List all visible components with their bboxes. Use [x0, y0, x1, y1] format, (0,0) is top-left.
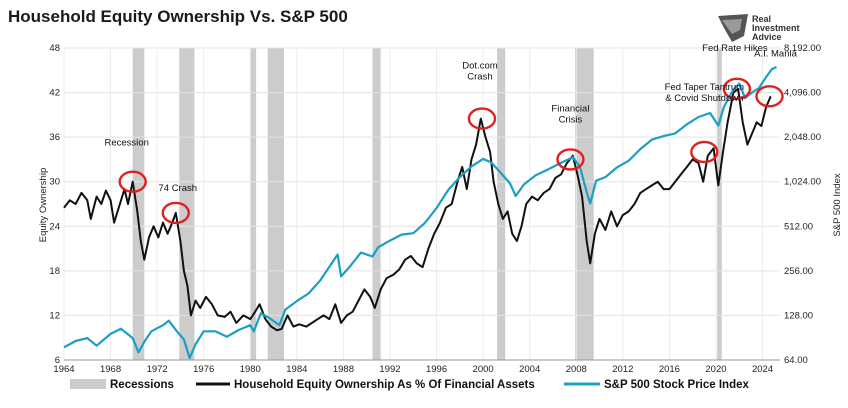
highlight-circle [118, 170, 147, 193]
x-tick-label: 2004 [519, 364, 540, 375]
recession-bands [132, 48, 722, 360]
x-tick-label: 1992 [379, 364, 400, 375]
y-tick-label-left: 18 [49, 266, 60, 277]
logo-text-2: Investment [752, 23, 800, 33]
y-tick-label-right: 512.00 [784, 221, 813, 232]
y-tick-label-right: 8,192.00 [784, 43, 821, 54]
y-tick-label-left: 30 [49, 177, 60, 188]
highlight-circle [755, 85, 784, 108]
legend-label-sp500: S&P 500 Stock Price Index [604, 379, 749, 391]
recession-band [372, 48, 381, 360]
y-axis-label-left: Equity Ownership [38, 168, 49, 242]
annotation-label: Dot.com Crash [462, 61, 497, 83]
y-tick-label-left: 36 [49, 132, 60, 143]
recession-band [267, 48, 285, 360]
x-tick-label: 1976 [193, 364, 214, 375]
y-tick-label-right: 128.00 [784, 310, 813, 321]
legend-label-equity: Household Equity Ownership As % Of Finan… [234, 379, 535, 391]
x-tick-label: 2024 [752, 364, 773, 375]
annotation-label: A.I. Mania [754, 48, 797, 59]
y-tick-label-left: 12 [49, 310, 60, 321]
series-line-sp500 [63, 65, 777, 360]
annotation-label: 74 Crash [158, 183, 197, 194]
recession-band [179, 48, 195, 360]
highlight-circles [118, 77, 784, 225]
legend: Recessions Household Equity Ownership As… [70, 379, 749, 391]
chart-title: Household Equity Ownership Vs. S&P 500 [8, 7, 348, 26]
logo-text-3: Advice [752, 32, 782, 42]
grid [63, 47, 780, 361]
y-tick-label-right: 64.00 [784, 355, 808, 366]
highlight-circle [690, 140, 719, 164]
highlight-circle [161, 201, 190, 225]
recession-band [497, 48, 506, 360]
y-tick-label-left: 24 [49, 221, 60, 232]
legend-swatch-recessions [70, 379, 106, 389]
x-tick-label: 2008 [566, 364, 587, 375]
series [63, 65, 777, 360]
x-tick-label: 1980 [240, 364, 261, 375]
x-tick-label: 1996 [426, 364, 447, 375]
x-tick-label: 1968 [100, 364, 121, 375]
recession-band [717, 48, 722, 360]
logo: Real Investment Advice [718, 14, 800, 42]
annotations: Recession 74 Crash Dot.com Crash Financial Cr… [105, 43, 798, 194]
logo-text-1: Real [752, 14, 771, 24]
legend-label-recessions: Recessions [110, 379, 174, 391]
highlight-circle [556, 148, 585, 171]
y-tick-label-left: 6 [55, 355, 60, 366]
x-tick-label: 2016 [659, 364, 680, 375]
y-tick-label-left: 48 [49, 43, 60, 54]
y-tick-label-right: 2,048.00 [784, 132, 821, 143]
highlight-circle [467, 107, 497, 130]
annotation-label: Financial Crisis [551, 103, 589, 125]
x-tick-label: 2012 [612, 364, 633, 375]
annotation-label: Fed Taper Tantrum & Covid Shutdown [665, 82, 744, 104]
x-tick-label: 1964 [53, 364, 74, 375]
x-tick-label: 1972 [147, 364, 168, 375]
x-tick-label: 2000 [473, 364, 494, 375]
y-axis-label-right: S&P 500 Index [832, 173, 843, 236]
recession-band [132, 48, 145, 360]
recession-band [250, 48, 257, 360]
y-tick-label-left: 42 [49, 88, 60, 99]
highlight-circle [722, 77, 752, 101]
x-tick-label: 2020 [705, 364, 726, 375]
x-tick-label: 1988 [333, 364, 354, 375]
axes: 1964 1968 1972 1976 1980 1984 1988 1992 1996 2000… [49, 43, 821, 375]
y-tick-label-right: 4,096.00 [784, 88, 821, 99]
y-tick-label-right: 1,024.00 [784, 177, 821, 188]
recession-band [575, 48, 594, 360]
y-tick-label-right: 256.00 [784, 266, 813, 277]
x-tick-label: 1984 [286, 364, 307, 375]
annotation-label: Fed Rate Hikes [702, 43, 768, 54]
annotation-label: Recession [105, 138, 149, 149]
series-line-equity-ownership [63, 87, 772, 332]
